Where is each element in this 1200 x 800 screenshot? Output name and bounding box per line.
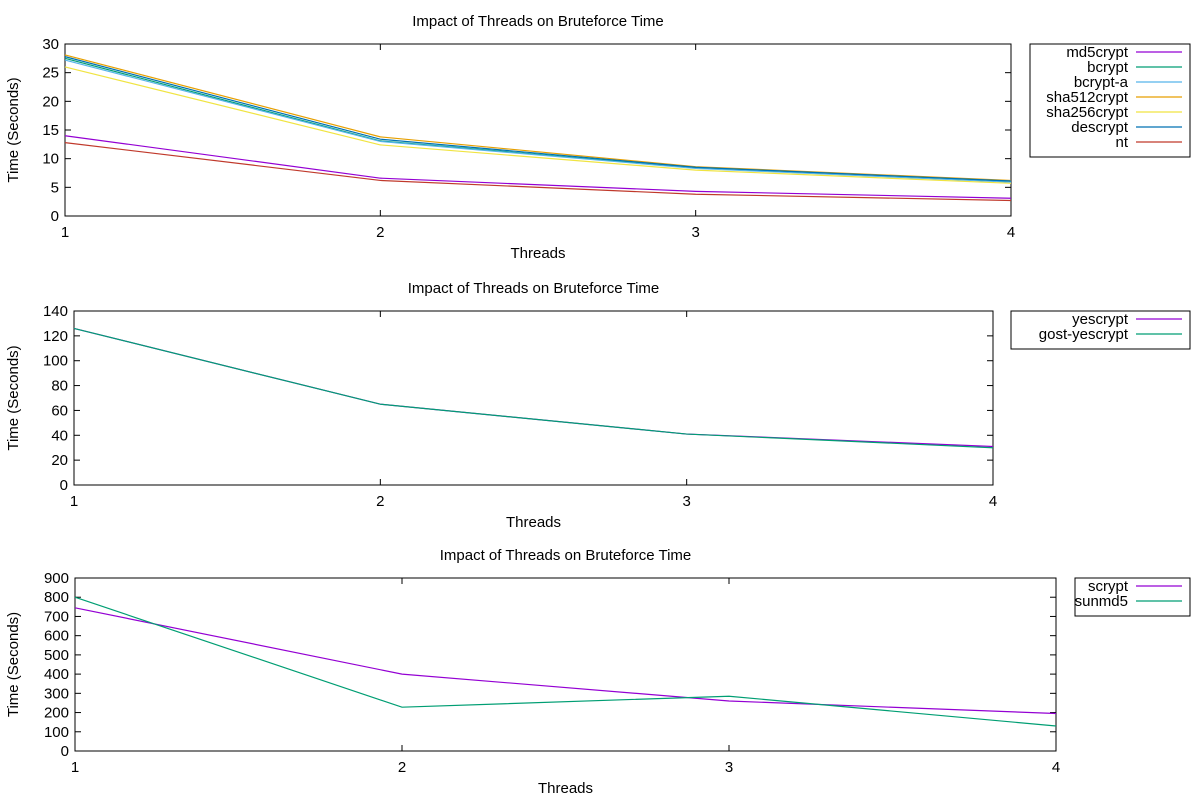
y-tick-label: 140 [43, 303, 68, 320]
x-tick-label: 4 [1007, 224, 1015, 241]
legend-label: yescrypt [1072, 311, 1129, 328]
y-tick-label: 100 [43, 353, 68, 370]
chart-panel-2: Impact of Threads on Bruteforce Time 0 20 4… [5, 280, 1191, 531]
y-tick-label: 0 [51, 208, 59, 225]
y-tick-label: 40 [51, 427, 68, 444]
y-tick-label: 25 [42, 65, 59, 82]
y-tick-label: 20 [42, 93, 59, 110]
x-tick-label: 2 [376, 493, 384, 510]
chart-panel-3: Impact of Threads on Bruteforce Time 0 100… [5, 547, 1191, 797]
y-tick-label: 700 [44, 608, 69, 625]
series-line-yescrypt [73, 327, 994, 448]
y-tick-label: 500 [44, 647, 69, 664]
y-tick-label: 15 [42, 122, 59, 139]
x-tick-label: 3 [725, 759, 733, 776]
y-tick-label: 10 [42, 151, 59, 168]
y-tick-label: 60 [51, 402, 68, 419]
x-tick-label: 1 [70, 493, 78, 510]
series-line-md5crypt [64, 135, 1012, 199]
y-axis-label: Time (Seconds) [5, 612, 22, 717]
y-tick-label: 600 [44, 628, 69, 645]
chart-title: Impact of Threads on Bruteforce Time [408, 280, 660, 297]
y-tick-label: 0 [60, 477, 68, 494]
y-axis-label: Time (Seconds) [5, 77, 22, 182]
series-line-gost-yescrypt [73, 327, 994, 449]
y-tick-label: 800 [44, 589, 69, 606]
series-line-scrypt [74, 607, 1057, 715]
series-line-sunmd5 [74, 596, 1057, 727]
y-tick-label: 400 [44, 666, 69, 683]
legend-label: bcrypt [1087, 59, 1129, 76]
x-tick-label: 1 [71, 759, 79, 776]
legend-label: md5crypt [1066, 44, 1129, 61]
chart-title: Impact of Threads on Bruteforce Time [412, 13, 664, 30]
legend-box [1010, 310, 1191, 350]
x-axis-label: Threads [538, 780, 593, 797]
x-axis-label: Threads [510, 245, 565, 262]
x-tick-label: 3 [682, 493, 690, 510]
x-axis-label: Threads [506, 514, 561, 531]
series-line-bcrypt [64, 57, 1012, 183]
series-line-sha512crypt [64, 54, 1012, 182]
y-tick-label: 30 [42, 36, 59, 53]
series-line-descrypt [64, 56, 1012, 182]
legend-label: gost-yescrypt [1039, 326, 1129, 343]
chart-panel-1: Impact of Threads on Bruteforce Time 0 5 10… [5, 13, 1191, 262]
plot-frame [64, 43, 1012, 217]
y-tick-label: 20 [51, 452, 68, 469]
legend-label: sha512crypt [1046, 89, 1129, 106]
plot-frame [74, 577, 1057, 752]
y-tick-label: 900 [44, 570, 69, 587]
series-line-bcrypt-a [64, 59, 1012, 183]
y-tick-label: 100 [44, 724, 69, 741]
legend-box [1074, 577, 1191, 617]
chart-title: Impact of Threads on Bruteforce Time [440, 547, 692, 564]
y-tick-label: 200 [44, 705, 69, 722]
x-tick-label: 1 [61, 224, 69, 241]
legend-label: scrypt [1088, 578, 1129, 595]
legend-box [1029, 43, 1191, 158]
y-tick-label: 80 [51, 378, 68, 395]
legend: md5cryptbcryptbcrypt-asha512cryptsha256c… [1029, 43, 1191, 158]
y-tick-label: 120 [43, 328, 68, 345]
y-tick-label: 5 [51, 179, 59, 196]
series-line-sha256crypt [64, 66, 1012, 184]
legend-label: descrypt [1071, 119, 1129, 136]
legend-label: sunmd5 [1075, 593, 1128, 610]
x-tick-label: 4 [1052, 759, 1060, 776]
legend-label: sha256crypt [1046, 104, 1129, 121]
legend-label: bcrypt-a [1074, 74, 1129, 91]
y-tick-label: 0 [61, 743, 69, 760]
series-line-nt [64, 142, 1012, 202]
x-tick-label: 3 [691, 224, 699, 241]
x-tick-label: 2 [376, 224, 384, 241]
y-tick-label: 300 [44, 685, 69, 702]
legend-label: nt [1115, 134, 1128, 151]
x-tick-label: 4 [989, 493, 997, 510]
plot-frame [73, 310, 994, 486]
x-tick-label: 2 [398, 759, 406, 776]
y-axis-label: Time (Seconds) [5, 345, 22, 450]
